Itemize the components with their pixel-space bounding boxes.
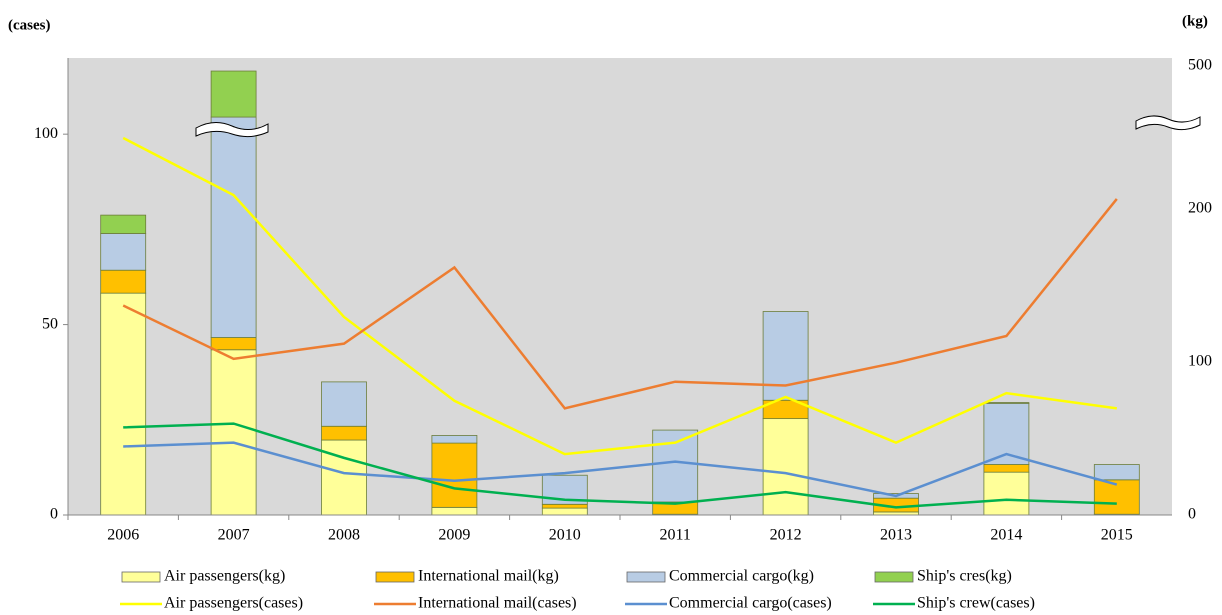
axis-break-right [1135, 115, 1201, 131]
legend-swatch [121, 571, 161, 583]
legend-label: International mail(cases) [418, 595, 577, 612]
bar [541, 507, 588, 516]
x-tick-label: 2008 [328, 527, 360, 544]
y-tick-label: 50 [42, 315, 58, 332]
lines [122, 136, 1118, 509]
bar [983, 464, 1030, 473]
line [122, 198, 1118, 410]
legend-label: Ship's cres(kg) [917, 568, 1012, 585]
y2-tick-label: 100 [1188, 353, 1212, 370]
bar [431, 442, 478, 508]
y-tick-label: 100 [34, 125, 58, 142]
y2-tick-label: 500 [1188, 57, 1212, 74]
legend-label: Commercial cargo(kg) [669, 568, 814, 585]
x-tick-label: 2013 [880, 527, 912, 544]
x-tick-label: 2006 [107, 527, 139, 544]
x-tick-label: 2015 [1101, 527, 1133, 544]
bar [210, 116, 257, 338]
bar [210, 70, 257, 118]
bar [652, 429, 699, 503]
x-tick-label: 2010 [549, 527, 581, 544]
legend-label: Ship's crew(cases) [917, 595, 1035, 612]
axis-break-left [195, 122, 269, 138]
bar [762, 311, 809, 401]
x-tick-label: 2014 [990, 527, 1022, 544]
bar [100, 233, 147, 271]
bar [762, 418, 809, 516]
bar [321, 439, 367, 516]
bar [321, 425, 367, 441]
bar [321, 381, 367, 427]
legend-swatch [626, 571, 666, 583]
bars [100, 70, 1140, 516]
bar [100, 214, 147, 234]
bar [1093, 464, 1140, 481]
legend-label: International mail(kg) [418, 568, 559, 585]
bar [210, 349, 257, 516]
bar [541, 503, 588, 509]
bar [431, 435, 478, 444]
bar [210, 337, 257, 351]
legend-label: Air passengers(kg) [164, 568, 285, 585]
x-tick-label: 2012 [770, 527, 802, 544]
y-axis-label: (cases) [8, 17, 50, 33]
line [123, 441, 1118, 498]
bar [983, 471, 1030, 516]
y2-tick-label: 200 [1188, 200, 1212, 217]
x-tick-label: 2011 [659, 527, 690, 544]
legend-swatch [375, 571, 415, 583]
bar [100, 292, 147, 516]
x-tick-label: 2009 [438, 527, 470, 544]
y2-tick-label: 0 [1188, 506, 1196, 523]
bar [983, 402, 1030, 404]
legend-label: Commercial cargo(cases) [669, 595, 832, 612]
legend-swatch [874, 571, 914, 583]
line [122, 136, 1117, 456]
bar [431, 506, 478, 516]
x-tick-label: 2007 [218, 527, 250, 544]
y-tick-label: 0 [50, 506, 58, 523]
legend-label: Air passengers(cases) [164, 595, 303, 612]
bar [1093, 479, 1140, 515]
line [123, 422, 1117, 509]
y2-axis-label: (kg) [1182, 13, 1208, 29]
legend: Air passengers(kg) International mail(kg)… [120, 568, 1035, 612]
bar [100, 269, 147, 294]
